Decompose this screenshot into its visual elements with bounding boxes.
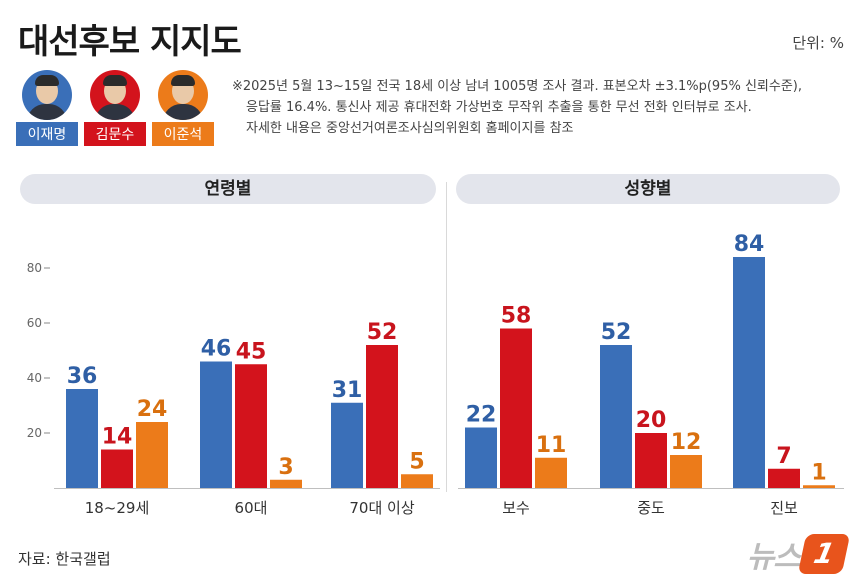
data-label: 58 [501,304,532,329]
survey-note: ※2025년 5월 13~15일 전국 18세 이상 남녀 1005명 조사 결… [232,76,802,139]
bar [768,468,800,488]
news1-logo: 뉴스 1 [746,532,851,576]
bar [500,328,532,488]
y-tick-label: 60 [27,316,42,330]
bar [401,474,433,488]
note-line: ※2025년 5월 13~15일 전국 18세 이상 남녀 1005명 조사 결… [232,79,802,94]
data-label: 52 [367,320,398,345]
data-label: 14 [102,425,133,450]
data-label: 5 [409,449,424,474]
bar [101,449,133,488]
candidate-lee-jaemyung: 이재명 [16,70,78,146]
page-title: 대선후보 지지도 [18,22,242,62]
avatar-icon [158,70,208,120]
unit-label: 단위: % [792,34,844,52]
bar [270,479,302,488]
category-label: 18~29세 [85,499,150,517]
panel-title-age: 연령별 [20,174,436,204]
bar [733,257,765,488]
candidate-name: 이준석 [152,122,214,146]
category-label: 60대 [235,499,268,517]
bar [235,364,267,488]
data-label: 1 [811,460,826,485]
bar [66,389,98,488]
category-label: 진보 [770,499,798,517]
data-label: 31 [332,378,363,403]
category-label: 중도 [637,499,665,517]
category-label: 70대 이상 [349,499,414,517]
data-label: 22 [466,403,497,428]
data-label: 36 [67,364,98,389]
avatar-icon [22,70,72,120]
bar [670,455,702,488]
data-label: 46 [201,337,232,362]
source-label: 자료: 한국갤럽 [18,550,111,568]
data-label: 45 [236,339,267,364]
data-label: 84 [734,232,765,257]
bar [465,427,497,488]
data-label: 52 [601,320,632,345]
data-label: 24 [137,397,168,422]
note-line: 응답률 16.4%. 통신사 제공 휴대전화 가상번호 무작위 추출을 통한 무… [246,100,752,115]
candidate-lee-junseok: 이준석 [152,70,214,146]
candidate-name: 이재명 [16,122,78,146]
candidate-name: 김문수 [84,122,146,146]
data-label: 3 [278,455,293,480]
data-label: 12 [671,430,702,455]
y-tick-label: 40 [27,371,42,385]
bar [200,361,232,488]
data-label: 7 [776,444,791,469]
bar [136,422,168,488]
bar [803,485,835,488]
data-label: 20 [636,408,667,433]
candidate-kim-moonsoo: 김문수 [84,70,146,146]
bar [600,345,632,488]
y-tick-label: 80 [27,261,42,275]
category-label: 보수 [502,499,530,517]
logo-text: 뉴스 [746,540,801,575]
bar [366,345,398,488]
note-line: 자세한 내용은 중앙선거여론조사심의위원회 홈페이지를 참조 [246,121,574,136]
bar [635,433,667,488]
data-label: 11 [536,433,567,458]
logo-badge: 1 [797,534,851,574]
panel-title-ideology: 성향별 [456,174,840,204]
y-tick-label: 20 [27,426,42,440]
bar [535,457,567,488]
panel-divider [446,182,447,492]
avatar-icon [90,70,140,120]
bar [331,402,363,488]
